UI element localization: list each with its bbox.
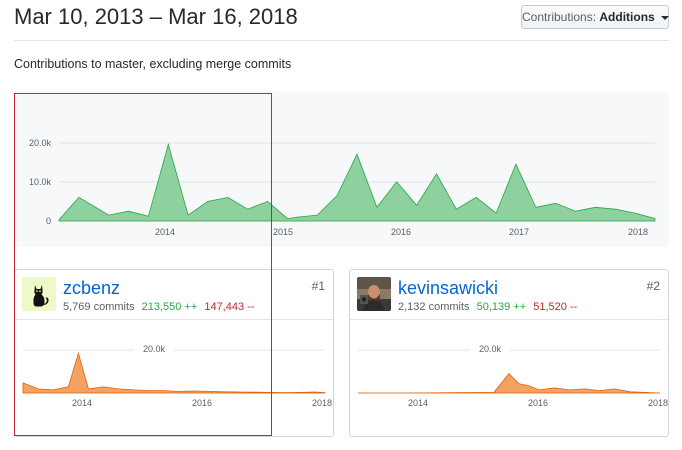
commit-count: 2,132 commits xyxy=(398,301,470,313)
deletions-count: 51,520 -- xyxy=(533,301,578,313)
contributor-stats: 2,132 commits 50,139 ++ 51,520 -- xyxy=(398,301,577,313)
additions-count: 50,139 ++ xyxy=(476,301,527,313)
deletions-count: 147,443 -- xyxy=(204,301,255,313)
avatar[interactable] xyxy=(22,277,56,311)
x-tick-label: 2014 xyxy=(408,398,428,408)
tick-label-background xyxy=(470,343,510,355)
contributions-select-button[interactable]: Contributions: Additions xyxy=(521,5,670,29)
main-contributions-graph[interactable]: 20.0k 10.0k 0 2014 2015 2016 2017 2018 xyxy=(14,91,669,247)
contributor-card-header: zcbenz 5,769 commits 213,550 ++ 147,443 … xyxy=(15,270,333,320)
y-tick-label: 20.0k xyxy=(29,138,52,148)
contributor-card: kevinsawicki 2,132 commits 50,139 ++ 51,… xyxy=(349,269,669,437)
x-tick-label: 2014 xyxy=(72,398,92,408)
contributor-username-link[interactable]: kevinsawicki xyxy=(398,278,499,298)
commit-count: 5,769 commits xyxy=(63,301,135,313)
date-range-title: Mar 10, 2013 – Mar 16, 2018 xyxy=(14,4,298,29)
contributor-card: zcbenz 5,769 commits 213,550 ++ 147,443 … xyxy=(14,269,334,437)
contributor-graph[interactable]: 20.0k 2014 2016 2018 xyxy=(350,320,668,436)
x-tick-label: 2016 xyxy=(391,227,411,237)
tick-label-background xyxy=(134,343,174,355)
contributor-area-series xyxy=(22,351,326,394)
x-tick-label: 2014 xyxy=(155,227,175,237)
avatar[interactable] xyxy=(357,277,391,311)
graph-subtitle: Contributions to master, excluding merge… xyxy=(14,57,292,71)
x-tick-label: 2016 xyxy=(528,398,548,408)
black-cat-icon xyxy=(22,277,56,311)
user-photo-avatar xyxy=(357,277,391,311)
y-tick-label: 20.0k xyxy=(143,344,166,354)
contributor-rank: #2 xyxy=(646,279,660,293)
contributor-username-link[interactable]: zcbenz xyxy=(63,278,121,298)
x-tick-label: 2016 xyxy=(192,398,212,408)
y-tick-label: 10.0k xyxy=(29,177,52,187)
header-divider xyxy=(14,40,669,41)
contributor-card-header: kevinsawicki 2,132 commits 50,139 ++ 51,… xyxy=(350,270,668,320)
y-tick-label: 20.0k xyxy=(479,344,502,354)
additions-count: 213,550 ++ xyxy=(141,301,198,313)
y-tick-label: 0 xyxy=(46,216,51,226)
main-area-series xyxy=(58,142,656,222)
contributor-graph[interactable]: 20.0k 2014 2016 2018 xyxy=(15,320,333,436)
x-tick-label: 2017 xyxy=(509,227,529,237)
caret-down-icon xyxy=(661,15,670,20)
x-tick-label: 2018 xyxy=(648,398,668,408)
contributions-button-prefix: Contributions: xyxy=(522,10,597,24)
x-tick-label: 2015 xyxy=(273,227,293,237)
contributor-area-series xyxy=(358,373,661,394)
contributor-stats: 5,769 commits 213,550 ++ 147,443 -- xyxy=(63,301,254,313)
contributions-button-value: Additions xyxy=(599,10,655,24)
main-graph-svg: 20.0k 10.0k 0 2014 2015 2016 2017 2018 xyxy=(29,138,656,237)
contributor-rank: #1 xyxy=(311,279,325,293)
x-tick-label: 2018 xyxy=(312,398,332,408)
x-tick-label: 2018 xyxy=(628,227,648,237)
